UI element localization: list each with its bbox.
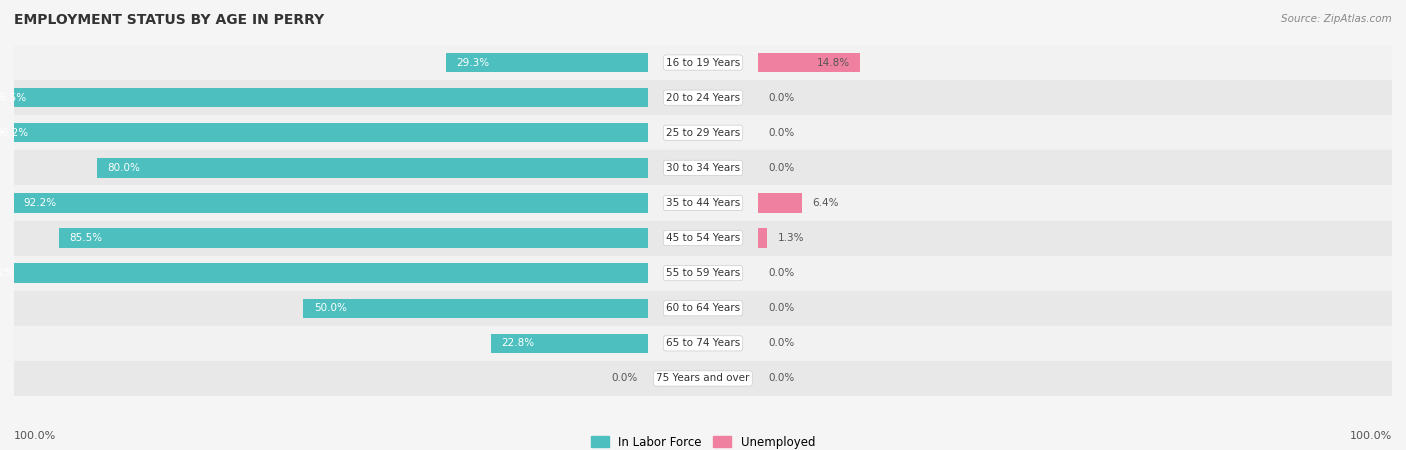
Text: 16 to 19 Years: 16 to 19 Years	[666, 58, 740, 68]
Text: EMPLOYMENT STATUS BY AGE IN PERRY: EMPLOYMENT STATUS BY AGE IN PERRY	[14, 14, 325, 27]
Text: 0.0%: 0.0%	[769, 374, 794, 383]
Bar	[14, 256, 1392, 291]
Text: 100.0%: 100.0%	[1350, 431, 1392, 441]
Text: 100.0%: 100.0%	[14, 431, 56, 441]
Bar	[446, 53, 648, 72]
Text: 92.2%: 92.2%	[22, 198, 56, 208]
Bar	[14, 185, 1392, 220]
Text: 96.2%: 96.2%	[0, 128, 28, 138]
Text: 22.8%: 22.8%	[501, 338, 534, 348]
Legend: In Labor Force, Unemployed: In Labor Force, Unemployed	[586, 431, 820, 450]
Text: 0.0%: 0.0%	[769, 128, 794, 138]
Bar	[0, 123, 648, 142]
Text: 0.0%: 0.0%	[769, 93, 794, 103]
Bar	[13, 194, 648, 212]
Bar	[97, 158, 648, 177]
Bar	[758, 194, 803, 212]
Bar	[14, 80, 1392, 115]
Text: 14.8%: 14.8%	[817, 58, 849, 68]
Bar	[758, 229, 768, 248]
Bar	[14, 291, 1392, 326]
Bar	[59, 229, 648, 248]
Bar	[0, 264, 648, 283]
Text: 50.0%: 50.0%	[314, 303, 347, 313]
Text: 65 to 74 Years: 65 to 74 Years	[666, 338, 740, 348]
Text: 96.5%: 96.5%	[0, 93, 27, 103]
Text: 30 to 34 Years: 30 to 34 Years	[666, 163, 740, 173]
Text: 55 to 59 Years: 55 to 59 Years	[666, 268, 740, 278]
Text: 0.0%: 0.0%	[769, 163, 794, 173]
Bar	[758, 53, 860, 72]
Text: 29.3%: 29.3%	[457, 58, 489, 68]
Bar	[304, 299, 648, 318]
Text: 60 to 64 Years: 60 to 64 Years	[666, 303, 740, 313]
Text: 0.0%: 0.0%	[612, 374, 637, 383]
Bar	[14, 326, 1392, 361]
Text: 0.0%: 0.0%	[769, 268, 794, 278]
Text: 0.0%: 0.0%	[769, 338, 794, 348]
Bar	[14, 361, 1392, 396]
Text: 75 Years and over: 75 Years and over	[657, 374, 749, 383]
Text: 1.3%: 1.3%	[778, 233, 804, 243]
Text: 80.0%: 80.0%	[107, 163, 141, 173]
Text: 25 to 29 Years: 25 to 29 Years	[666, 128, 740, 138]
Text: 6.4%: 6.4%	[813, 198, 839, 208]
Bar	[14, 115, 1392, 150]
Bar	[0, 88, 648, 107]
Text: 45 to 54 Years: 45 to 54 Years	[666, 233, 740, 243]
Text: 35 to 44 Years: 35 to 44 Years	[666, 198, 740, 208]
Bar	[491, 334, 648, 353]
Bar	[14, 150, 1392, 185]
Text: Source: ZipAtlas.com: Source: ZipAtlas.com	[1281, 14, 1392, 23]
Bar	[14, 220, 1392, 256]
Text: 98.2%: 98.2%	[0, 268, 15, 278]
Text: 20 to 24 Years: 20 to 24 Years	[666, 93, 740, 103]
Bar	[14, 45, 1392, 80]
Text: 0.0%: 0.0%	[769, 303, 794, 313]
Text: 85.5%: 85.5%	[69, 233, 103, 243]
